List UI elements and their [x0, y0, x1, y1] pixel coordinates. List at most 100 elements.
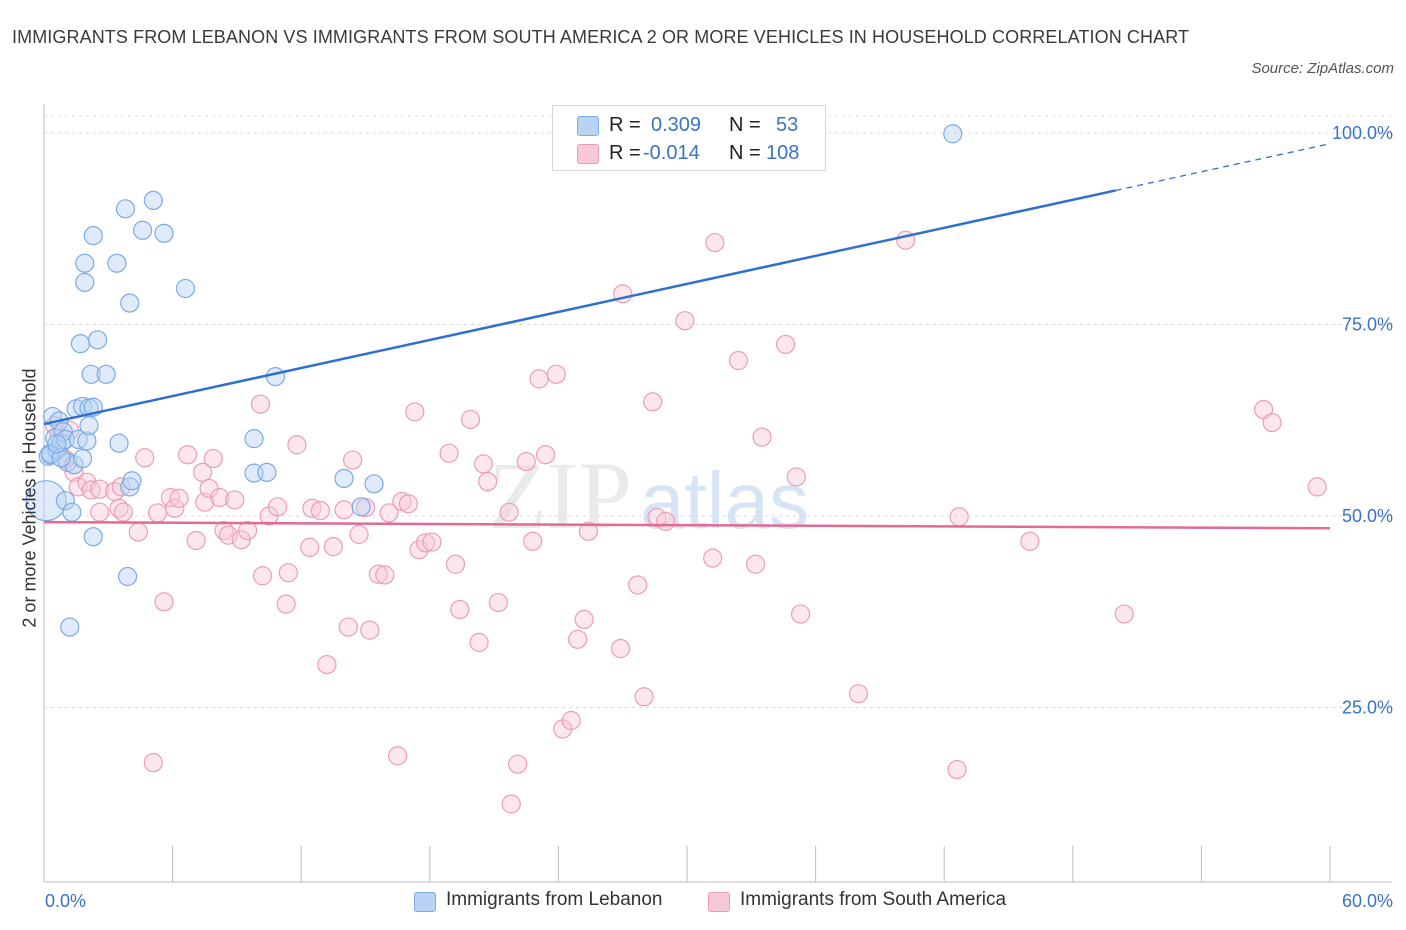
point-lebanon: [47, 434, 67, 454]
point-south-america: [90, 502, 110, 522]
point-south-america: [628, 575, 648, 595]
point-south-america: [752, 427, 772, 447]
point-lebanon: [83, 527, 103, 547]
point-south-america: [113, 502, 133, 522]
n-label: N =: [729, 142, 761, 164]
point-south-america: [523, 531, 543, 551]
point-south-america: [186, 530, 206, 551]
point-lebanon: [265, 366, 286, 387]
point-south-america: [276, 594, 296, 614]
point-lebanon: [351, 497, 371, 517]
axes: [43, 104, 1392, 883]
point-south-america: [535, 445, 556, 465]
point-south-america: [90, 479, 110, 499]
point-lebanon: [143, 190, 163, 211]
watermark-atlas: atlas: [640, 456, 809, 545]
point-south-america: [643, 392, 663, 412]
point-south-america: [349, 524, 369, 544]
point-lebanon: [943, 124, 963, 144]
point-lebanon: [364, 474, 384, 494]
point-lebanon: [115, 199, 136, 219]
point-south-america: [610, 638, 631, 659]
point-lebanon: [96, 364, 116, 384]
point-south-america: [253, 566, 273, 586]
point-lebanon: [334, 468, 354, 489]
legend-swatch-south-america: [708, 892, 730, 912]
n-label: N =: [729, 114, 761, 136]
series-legend: Immigrants from Lebanon Immigrants from …: [0, 888, 1406, 916]
x-tick-label-max: 60.0%: [1342, 891, 1393, 911]
point-south-america: [1262, 412, 1282, 433]
point-lebanon: [72, 448, 93, 469]
y-tick-labels: 25.0% 50.0% 75.0% 100.0%: [1332, 123, 1393, 718]
point-south-america: [379, 503, 399, 523]
point-south-america: [128, 522, 148, 542]
trend-lines: [43, 143, 1331, 530]
point-south-america: [210, 488, 230, 508]
point-south-america: [169, 488, 189, 508]
r-value: 0.309: [651, 114, 702, 136]
point-south-america: [287, 435, 307, 455]
point-lebanon: [117, 566, 138, 587]
point-south-america: [488, 592, 508, 613]
chart-title: IMMIGRANTS FROM LEBANON VS IMMIGRANTS FR…: [12, 27, 1190, 47]
source-label: Source: ZipAtlas.com: [1251, 60, 1394, 77]
point-lebanon: [79, 416, 99, 436]
point-south-america: [634, 687, 654, 707]
point-south-america: [238, 520, 258, 541]
series-lebanon-points-top: [25, 124, 963, 637]
legend-swatch-lebanon: [414, 892, 436, 912]
y-tick-label: 75.0%: [1342, 315, 1393, 335]
point-south-america: [728, 350, 749, 371]
point-south-america: [469, 632, 489, 652]
point-lebanon: [40, 445, 61, 465]
point-south-america: [499, 502, 519, 522]
point-south-america: [501, 794, 521, 814]
point-south-america: [578, 521, 599, 541]
point-lebanon: [107, 253, 127, 273]
y-axis-label: 2 or more Vehicles in Household: [19, 368, 40, 628]
point-south-america: [508, 754, 528, 774]
point-lebanon: [109, 433, 129, 453]
point-south-america: [1114, 604, 1134, 624]
point-south-america: [300, 537, 320, 558]
point-lebanon: [53, 422, 73, 442]
y-tick-label: 25.0%: [1342, 698, 1393, 718]
legend-label-south-america: Immigrants from South America: [740, 889, 1007, 910]
point-lebanon: [77, 431, 97, 451]
point-south-america: [848, 684, 869, 704]
x-tick-label-min: 0.0%: [45, 891, 86, 911]
r-label: R =: [609, 114, 641, 136]
r-label: R =: [609, 142, 641, 164]
point-south-america: [203, 448, 223, 469]
point-south-america: [225, 490, 245, 510]
point-south-america: [360, 620, 380, 640]
r-value: -0.014: [643, 142, 700, 164]
point-south-america: [405, 402, 425, 422]
point-south-america: [473, 454, 493, 474]
point-south-america: [655, 511, 676, 531]
point-south-america: [546, 364, 566, 384]
point-south-america: [705, 232, 725, 253]
watermark-zip: ZIP: [488, 442, 632, 549]
stats-legend: R = 0.309 N = 53 R = -0.014 N = 108: [552, 105, 826, 171]
point-south-america: [775, 334, 796, 355]
point-south-america: [422, 532, 442, 552]
point-south-america: [568, 629, 588, 649]
point-lebanon: [62, 502, 82, 522]
point-south-america: [439, 443, 459, 463]
y-tick-label: 100.0%: [1332, 123, 1393, 143]
point-south-america: [218, 525, 238, 545]
n-value: 53: [776, 114, 799, 136]
point-south-america: [154, 592, 174, 612]
point-lebanon: [75, 253, 95, 273]
legend-swatch-lebanon: [577, 116, 599, 136]
point-south-america: [445, 554, 466, 574]
legend-swatch-south-america: [577, 144, 599, 164]
point-lebanon: [132, 220, 153, 240]
point-lebanon: [122, 471, 142, 491]
point-lebanon: [154, 223, 174, 243]
point-south-america: [947, 759, 967, 780]
point-south-america: [745, 554, 766, 574]
